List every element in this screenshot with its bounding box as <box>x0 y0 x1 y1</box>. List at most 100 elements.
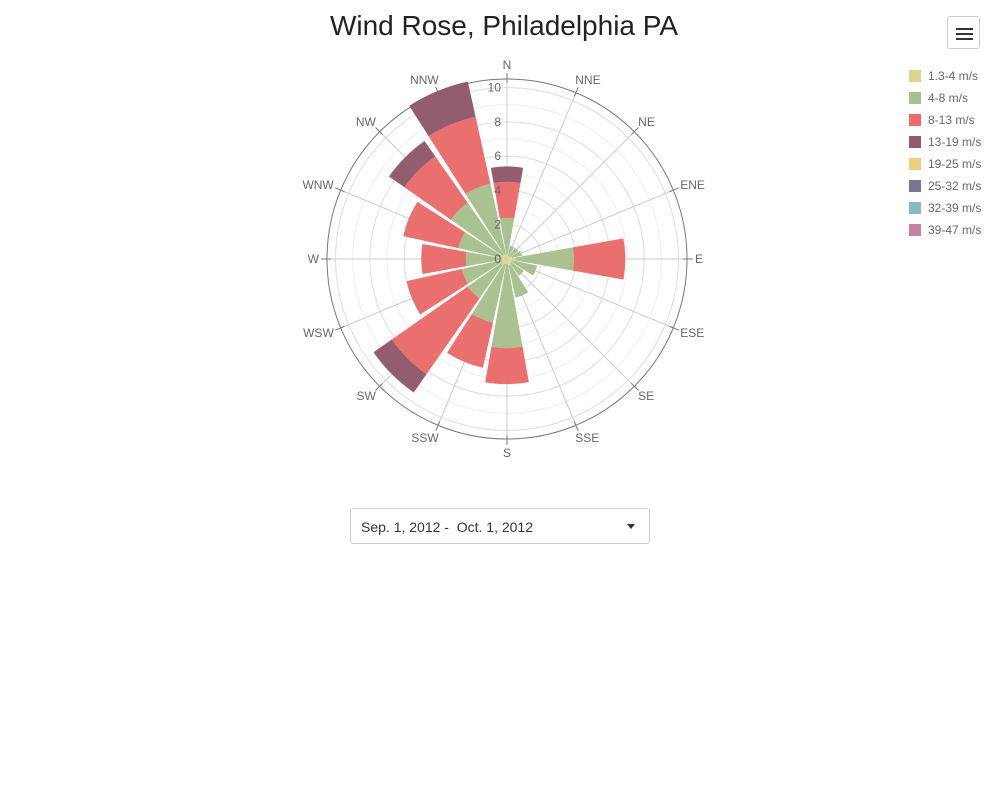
wind-bar-wnw <box>501 256 507 259</box>
wind-bar-s <box>491 264 523 349</box>
legend-item[interactable]: 19-25 m/s <box>909 156 999 178</box>
direction-tick <box>573 86 579 97</box>
radial-tick-label: 10 <box>488 81 502 95</box>
radial-tick-label: 6 <box>494 149 501 163</box>
legend-label: 39-47 m/s <box>928 223 982 237</box>
legend-swatch <box>909 70 921 82</box>
direction-label-wsw: WSW <box>303 326 334 340</box>
legend-item[interactable]: 8-13 m/s <box>909 112 999 134</box>
legend-item[interactable]: 32-39 m/s <box>909 200 999 222</box>
date-range-selector[interactable]: Sep. 1, 2012 - Oct. 1, 2012 <box>350 508 650 544</box>
wind-bar-nw <box>404 156 468 220</box>
wind-bar-sse <box>508 264 529 298</box>
wind-bar-sw <box>467 262 504 299</box>
direction-label-s: S <box>503 446 511 460</box>
wind-bar-wsw <box>501 259 507 262</box>
legend-item[interactable]: 25-32 m/s <box>909 178 999 200</box>
wind-bar-nne <box>507 245 515 257</box>
legend-swatch <box>909 136 921 148</box>
wind-bar-nnw <box>465 183 506 255</box>
direction-label-nnw: NNW <box>410 73 439 87</box>
direction-tick <box>375 127 383 135</box>
radial-tick-label: 4 <box>494 183 501 197</box>
wind-bar-wsw <box>406 268 468 315</box>
radial-tick-label: 0 <box>494 252 501 266</box>
wind-bar-sw <box>501 259 507 265</box>
legend-label: 32-39 m/s <box>928 201 982 215</box>
direction-label-w: W <box>308 252 320 266</box>
wind-bar-sw <box>391 286 480 375</box>
legend-item[interactable]: 39-47 m/s <box>909 222 999 244</box>
wind-bar-ene <box>507 256 513 259</box>
hamburger-menu-icon <box>956 28 973 30</box>
wind-bar-nnw <box>504 253 507 259</box>
wind-bar-e <box>507 257 516 261</box>
radial-tick-label: 8 <box>494 115 501 129</box>
wind-bar-n <box>493 181 521 219</box>
wind-bar-nne <box>507 255 509 259</box>
wind-bar-w <box>501 258 507 260</box>
direction-tick <box>669 187 680 193</box>
hamburger-menu-icon <box>956 38 973 40</box>
chart-legend: 1.3-4 m/s 4-8 m/s 8-13 m/s 13-19 m/s 19-25 m… <box>909 68 999 244</box>
wind-bar-s <box>506 259 508 265</box>
legend-label: 19-25 m/s <box>928 157 982 171</box>
wind-bar-e <box>572 238 626 280</box>
spoke-line <box>506 189 674 260</box>
chart-menu-button[interactable] <box>947 16 980 49</box>
direction-label-nw: NW <box>356 115 377 129</box>
legend-label: 4-8 m/s <box>928 91 969 105</box>
wind-bar-nw <box>450 202 505 257</box>
wind-bar-wnw <box>403 201 466 249</box>
legend-swatch <box>909 180 921 192</box>
wind-bar-w <box>465 251 502 267</box>
legend-label: 1.3-4 m/s <box>928 69 979 83</box>
wind-bar-nw <box>502 254 507 259</box>
legend-swatch <box>909 92 921 104</box>
wind-bar-e <box>515 247 574 271</box>
wind-bar-ne <box>508 247 519 258</box>
direction-tick <box>669 325 680 331</box>
direction-tick <box>631 127 639 135</box>
legend-label: 8-13 m/s <box>928 113 975 127</box>
radial-tick-label: 2 <box>494 218 501 232</box>
direction-tick <box>334 325 345 331</box>
wind-bar-w <box>421 244 467 274</box>
wind-bar-wsw <box>461 260 503 284</box>
direction-label-wnw: WNW <box>302 178 334 192</box>
wind-bar-se <box>507 259 512 264</box>
wind-bar-ne <box>507 256 510 259</box>
wind-bar-nnw <box>409 81 476 137</box>
wind-bar-s <box>485 346 529 385</box>
direction-label-ese: ESE <box>680 326 704 340</box>
legend-item[interactable]: 4-8 m/s <box>909 90 999 112</box>
legend-item[interactable]: 13-19 m/s <box>909 134 999 156</box>
wind-bar-nnw <box>428 116 491 194</box>
legend-item[interactable]: 1.3-4 m/s <box>909 68 999 90</box>
direction-tick <box>334 187 345 193</box>
legend-swatch <box>909 224 921 236</box>
legend-label: 13-19 m/s <box>928 135 982 149</box>
direction-label-ene: ENE <box>680 178 705 192</box>
hamburger-menu-icon <box>956 33 973 35</box>
wind-bar-ene <box>511 250 523 258</box>
direction-tick <box>375 383 383 391</box>
wind-bar-sse <box>507 259 511 266</box>
direction-label-n: N <box>503 58 512 72</box>
wind-bar-n <box>499 217 515 254</box>
wind-bar-ese <box>511 260 538 276</box>
date-range-text: Sep. 1, 2012 - Oct. 1, 2012 <box>361 519 533 535</box>
wind-bar-wnw <box>458 232 503 258</box>
legend-swatch <box>909 114 921 126</box>
wind-bar-n <box>506 253 508 259</box>
wind-bar-n <box>490 166 524 184</box>
direction-tick <box>631 383 639 391</box>
wind-bar-se <box>509 261 524 276</box>
direction-label-nne: NNE <box>575 73 600 87</box>
legend-swatch <box>909 158 921 170</box>
wind-bar-ssw <box>471 263 506 323</box>
direction-label-se: SE <box>638 389 654 403</box>
wind-bar-nw <box>388 140 436 188</box>
spoke-line <box>506 258 635 387</box>
